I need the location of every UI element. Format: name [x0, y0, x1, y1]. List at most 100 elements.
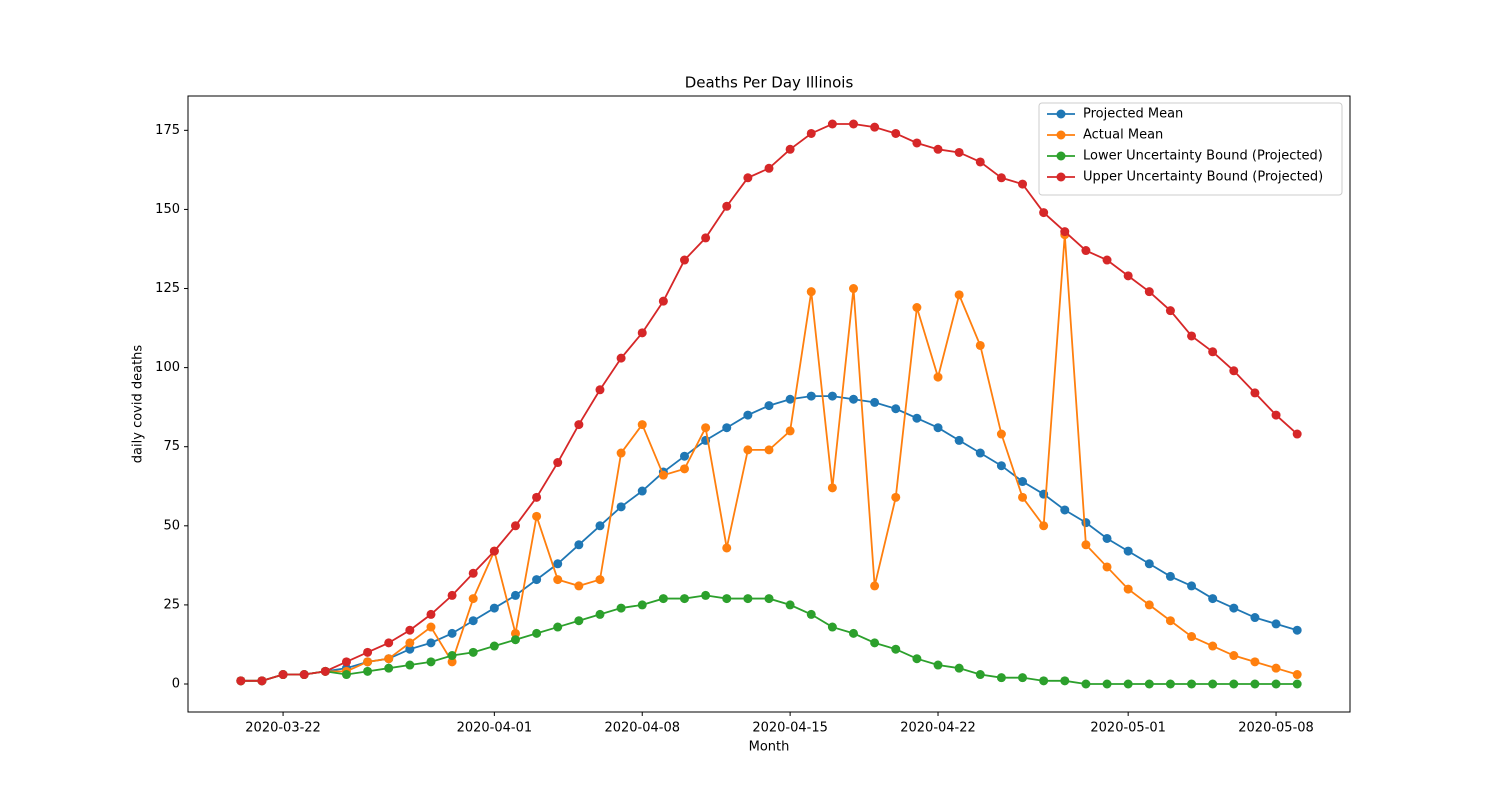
- y-axis-label: daily covid deaths: [131, 345, 146, 464]
- data-point: [891, 644, 901, 654]
- data-point: [1271, 679, 1281, 689]
- data-point: [891, 128, 901, 138]
- data-point: [1250, 388, 1260, 398]
- data-point: [489, 546, 499, 556]
- data-point: [510, 590, 520, 600]
- data-point: [1165, 306, 1175, 316]
- data-point: [489, 641, 499, 651]
- data-point: [679, 451, 689, 461]
- data-point: [1208, 641, 1218, 651]
- data-point: [954, 435, 964, 445]
- data-point: [996, 673, 1006, 683]
- data-point: [996, 429, 1006, 439]
- data-point: [975, 340, 985, 350]
- data-point: [426, 638, 436, 648]
- data-point: [489, 603, 499, 613]
- data-point: [574, 581, 584, 591]
- data-point: [1208, 347, 1218, 357]
- data-point: [236, 676, 246, 686]
- data-point: [870, 397, 880, 407]
- data-point: [975, 448, 985, 458]
- chart-title: Deaths Per Day Illinois: [685, 74, 854, 92]
- data-point: [1250, 679, 1260, 689]
- x-tick-label: 2020-04-22: [900, 721, 976, 736]
- data-point: [891, 492, 901, 502]
- x-tick-label: 2020-04-01: [457, 721, 533, 736]
- data-point: [384, 638, 394, 648]
- data-point: [616, 448, 626, 458]
- data-point: [1187, 679, 1197, 689]
- data-point: [912, 303, 922, 313]
- data-point: [954, 147, 964, 157]
- data-point: [1271, 410, 1281, 420]
- data-point: [1123, 679, 1133, 689]
- data-point: [468, 647, 478, 657]
- x-tick-label: 2020-03-22: [245, 721, 321, 736]
- data-point: [701, 233, 711, 243]
- data-point: [1292, 625, 1302, 635]
- data-point: [616, 502, 626, 512]
- data-point: [468, 568, 478, 578]
- data-point: [384, 663, 394, 673]
- data-point: [722, 201, 732, 211]
- data-point: [637, 486, 647, 496]
- data-point: [1229, 603, 1239, 613]
- data-point: [806, 128, 816, 138]
- data-point: [363, 666, 373, 676]
- data-point: [1018, 477, 1028, 487]
- legend-label: Upper Uncertainty Bound (Projected): [1083, 170, 1323, 185]
- data-point: [1060, 676, 1070, 686]
- data-point: [510, 635, 520, 645]
- data-point: [1208, 679, 1218, 689]
- data-point: [658, 296, 668, 306]
- data-point: [722, 594, 732, 604]
- data-point: [1018, 673, 1028, 683]
- data-point: [1292, 670, 1302, 680]
- data-point: [1102, 533, 1112, 543]
- data-point: [912, 413, 922, 423]
- data-point: [384, 654, 394, 664]
- data-point: [1018, 492, 1028, 502]
- data-point: [553, 559, 563, 569]
- data-point: [574, 616, 584, 626]
- data-point: [1123, 546, 1133, 556]
- data-point: [849, 394, 859, 404]
- data-point: [849, 119, 859, 129]
- y-tick-label: 50: [163, 518, 180, 533]
- legend-marker: [1056, 130, 1066, 140]
- data-point: [1292, 429, 1302, 439]
- data-point: [785, 426, 795, 436]
- data-point: [616, 353, 626, 363]
- x-axis-label: Month: [749, 740, 790, 755]
- data-point: [532, 575, 542, 585]
- x-tick-label: 2020-05-01: [1090, 721, 1166, 736]
- data-point: [870, 581, 880, 591]
- data-point: [426, 609, 436, 619]
- data-point: [954, 290, 964, 300]
- data-point: [933, 423, 943, 433]
- data-point: [1060, 505, 1070, 515]
- data-point: [426, 622, 436, 632]
- data-point: [553, 575, 563, 585]
- data-point: [827, 483, 837, 493]
- legend-marker: [1056, 172, 1066, 182]
- data-point: [1292, 679, 1302, 689]
- data-point: [447, 657, 457, 667]
- data-point: [806, 609, 816, 619]
- data-point: [363, 657, 373, 667]
- data-point: [532, 628, 542, 638]
- y-tick-label: 125: [155, 281, 180, 296]
- legend-label: Actual Mean: [1083, 128, 1163, 143]
- data-point: [975, 670, 985, 680]
- data-point: [637, 420, 647, 430]
- data-point: [701, 423, 711, 433]
- data-point: [1144, 287, 1154, 297]
- data-point: [447, 590, 457, 600]
- data-point: [510, 521, 520, 531]
- data-point: [595, 575, 605, 585]
- data-point: [1102, 562, 1112, 572]
- x-tick-label: 2020-04-08: [604, 721, 680, 736]
- y-tick-label: 150: [155, 202, 180, 217]
- data-point: [743, 410, 753, 420]
